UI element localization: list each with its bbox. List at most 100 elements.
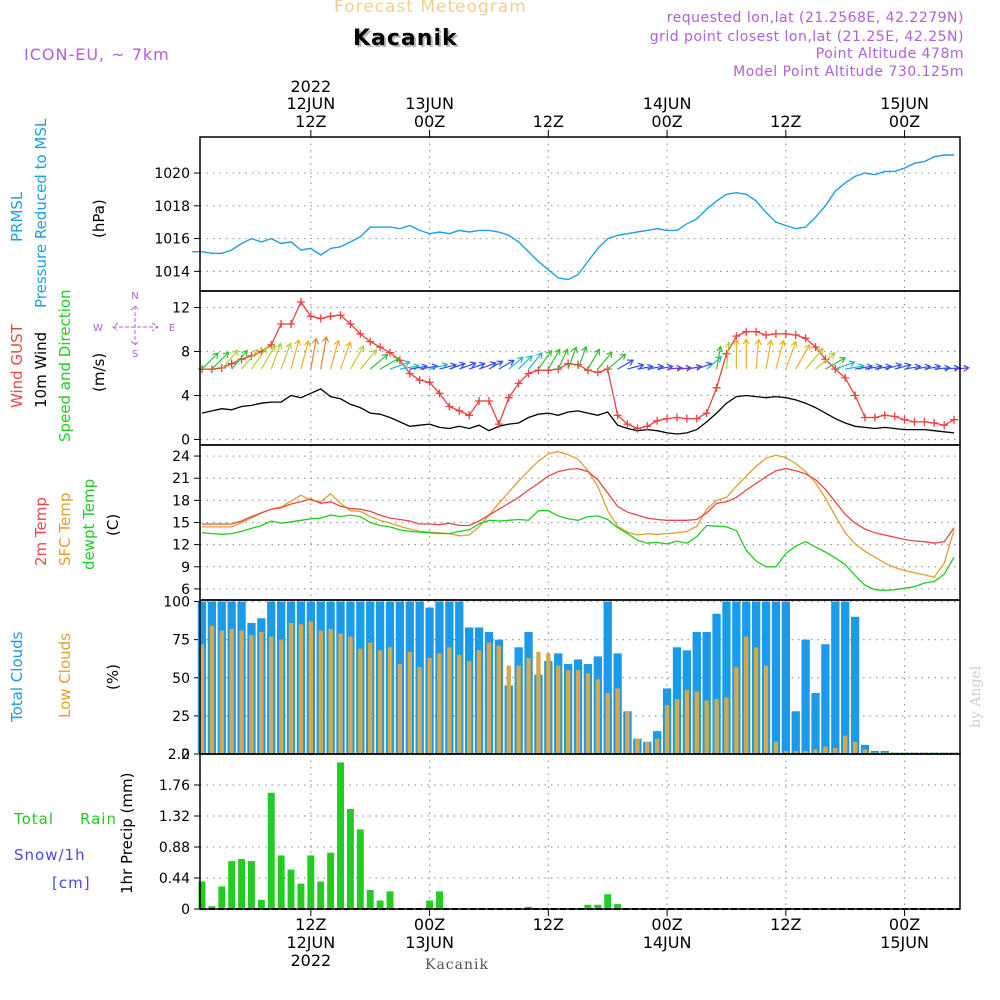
wind-arrow bbox=[330, 339, 341, 370]
location-title: Kacanik bbox=[353, 26, 458, 51]
gust-point bbox=[940, 421, 949, 430]
low-cloud-bar bbox=[615, 688, 620, 754]
low-cloud-bar bbox=[655, 738, 660, 754]
low-cloud-bar bbox=[635, 738, 640, 754]
low-cloud-bar bbox=[427, 657, 432, 754]
compass-rose bbox=[112, 305, 159, 346]
gust-point bbox=[801, 334, 810, 343]
meteogram-title: Forecast Meteogram bbox=[334, 0, 527, 17]
low-cloud-bar bbox=[199, 644, 205, 754]
gust-point bbox=[762, 331, 771, 339]
bottom-year-label: 2022 bbox=[290, 951, 331, 970]
wind-speed-line bbox=[201, 388, 955, 435]
wind-arrow bbox=[557, 348, 569, 370]
low-cloud-bar bbox=[852, 741, 858, 754]
pressure-line bbox=[192, 154, 955, 281]
precip-bar bbox=[366, 889, 374, 909]
wind-arrow bbox=[488, 360, 504, 370]
wind-arrow bbox=[732, 338, 740, 370]
model-altitude: Model Point Altitude 730.125m bbox=[733, 64, 964, 80]
gust-point bbox=[277, 320, 286, 328]
pressure-frame bbox=[199, 136, 961, 292]
wind-ytick-label: 4 bbox=[181, 389, 190, 405]
low-cloud-bar bbox=[209, 625, 215, 754]
low-cloud-bar bbox=[872, 752, 878, 754]
total-label: Total bbox=[14, 810, 55, 828]
pressure-ytick-label: 1018 bbox=[154, 199, 190, 215]
wind-arrow bbox=[221, 349, 239, 370]
precip-bar bbox=[376, 900, 384, 909]
low-cloud-bar bbox=[546, 653, 551, 754]
precip-bar bbox=[356, 829, 364, 909]
precip-ytick-label: 2.2 bbox=[168, 747, 190, 763]
gust-point bbox=[306, 312, 315, 321]
wind-ytick-label: 8 bbox=[181, 345, 190, 361]
wind-arrow bbox=[765, 339, 774, 370]
precip-bar bbox=[337, 762, 344, 909]
wind-arrow bbox=[419, 363, 439, 371]
gust-point bbox=[583, 366, 592, 375]
top-hour-label: 12Z bbox=[295, 112, 326, 131]
low-cloud-bar bbox=[724, 697, 729, 754]
wind-arrow bbox=[241, 348, 259, 370]
precip-bar bbox=[297, 883, 305, 909]
top-date-label: 12JUN bbox=[286, 94, 335, 113]
low-cloud-bar bbox=[783, 750, 789, 754]
gust-point bbox=[445, 402, 454, 411]
precip-bar bbox=[327, 852, 335, 909]
wind-arrow bbox=[339, 341, 352, 370]
wind-arrow bbox=[459, 361, 477, 370]
low-cloud-bar bbox=[605, 693, 610, 754]
gust-point bbox=[316, 314, 325, 323]
total-cloud-bar bbox=[771, 601, 781, 754]
total-cloud-bar bbox=[821, 644, 830, 754]
gust-point bbox=[465, 411, 474, 420]
gust-point bbox=[841, 373, 850, 382]
gust-point bbox=[851, 391, 860, 400]
low-cloud-bar bbox=[387, 647, 393, 754]
precip-ytick-label: 0 bbox=[181, 902, 190, 918]
gust-point bbox=[484, 397, 493, 405]
precip-bar bbox=[247, 861, 255, 909]
gust-point bbox=[336, 311, 345, 320]
low-cloud-bar bbox=[862, 749, 868, 754]
low-cloud-bar bbox=[625, 711, 630, 754]
gust-point bbox=[861, 413, 869, 422]
wind-arrow bbox=[742, 337, 750, 370]
low-cloud-bar bbox=[368, 642, 373, 754]
wind-arrow bbox=[627, 362, 645, 370]
gust-point bbox=[752, 327, 761, 336]
gust-point bbox=[564, 359, 573, 368]
low-cloud-bar bbox=[575, 670, 581, 754]
bottom-hour-label: 00Z bbox=[651, 915, 682, 934]
low-cloud-bar bbox=[377, 650, 383, 754]
wind-arrow bbox=[449, 361, 466, 370]
wind-arrow bbox=[547, 348, 561, 370]
wind-arrow bbox=[795, 343, 811, 370]
bottom-hour-label: 12Z bbox=[533, 915, 564, 934]
wind-arrow bbox=[211, 351, 230, 370]
precip-bar bbox=[257, 899, 265, 909]
temp-ytick-label: 9 bbox=[181, 560, 190, 576]
low-cloud-bar bbox=[229, 628, 234, 754]
wind-arrow bbox=[201, 352, 219, 370]
low-cloud-bar bbox=[773, 741, 779, 754]
gust-point bbox=[811, 343, 820, 352]
gust-point bbox=[475, 397, 484, 405]
total-cloud-bar bbox=[781, 601, 790, 754]
sfc-temp-line bbox=[202, 450, 955, 578]
wind-arrow bbox=[468, 361, 486, 370]
low-cloud-bar bbox=[348, 636, 353, 754]
gust-point bbox=[702, 409, 711, 418]
low-cloud-bar bbox=[417, 667, 422, 754]
gust-point bbox=[376, 343, 385, 352]
low-cloud-bar bbox=[951, 752, 957, 754]
wind-arrow bbox=[904, 363, 922, 371]
gust-point bbox=[623, 420, 632, 429]
wind-ytick-label: 0 bbox=[181, 433, 190, 449]
low-cloud-bar bbox=[219, 630, 224, 754]
top-hour-label: 00Z bbox=[414, 112, 445, 131]
pressure-ytick-label: 1014 bbox=[154, 264, 190, 280]
wind-arrow bbox=[815, 352, 836, 370]
precip-bar bbox=[436, 891, 443, 909]
